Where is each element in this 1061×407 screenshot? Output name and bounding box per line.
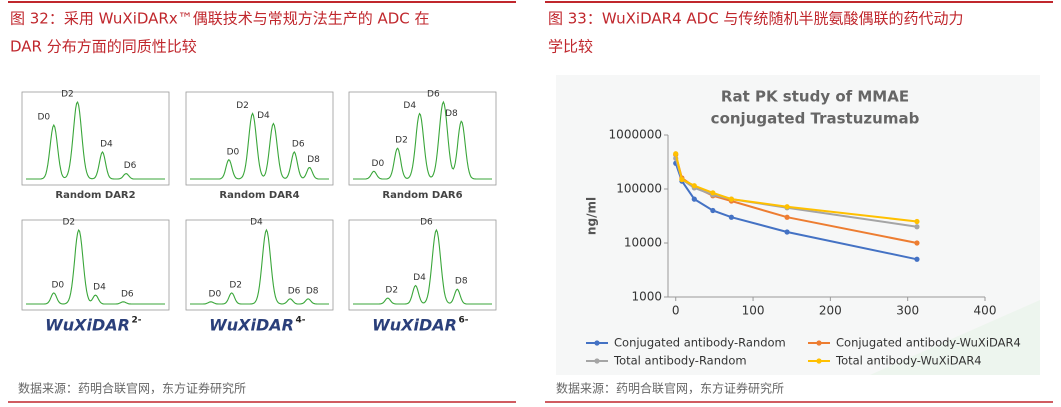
data-point (914, 256, 920, 262)
peak-label: D6 (121, 289, 134, 299)
chromatogram (26, 100, 165, 180)
data-point (679, 176, 685, 183)
logo: WuXiDAR (372, 316, 457, 335)
peak-label: D8 (307, 155, 320, 165)
x-tick-label: 400 (974, 304, 997, 318)
peak-label: D6 (420, 218, 433, 228)
x-tick-label: 300 (896, 304, 919, 318)
panel (185, 219, 334, 311)
y-tick-label: 10000 (624, 236, 662, 250)
chart-title: conjugated Trastuzumab (711, 110, 920, 128)
y-tick-label: 1000000 (609, 128, 662, 142)
panel (185, 91, 334, 186)
chromatogram (353, 228, 492, 305)
logo-superscript: 2- (132, 316, 142, 326)
peak-label: D2 (229, 280, 242, 290)
data-point (784, 214, 790, 220)
y-tick-label: 1000 (631, 290, 662, 304)
logo: WuXiDAR (45, 316, 130, 335)
legend-label: Total antibody-Random (613, 354, 747, 368)
chromatogram (353, 100, 492, 180)
peak-label: D0 (51, 280, 64, 290)
peak-label: D4 (93, 283, 106, 293)
peak-label: D2 (236, 101, 249, 111)
data-point (914, 240, 920, 246)
figure-title: 图 33：WuXiDAR4 ADC 与传统随机半胱氨酸偶联的药代动力 (548, 10, 963, 28)
chart-background (556, 75, 1040, 375)
chromatogram (26, 228, 165, 305)
logo-superscript: 6- (459, 316, 469, 326)
legend-marker (816, 340, 822, 346)
panel-caption: Random DAR2 (55, 190, 135, 201)
data-point (691, 183, 697, 189)
peak-label: D0 (372, 159, 385, 169)
x-tick-label: 0 (672, 304, 680, 318)
data-point (710, 190, 716, 196)
x-tick-label: 200 (819, 304, 842, 318)
peak-label: D2 (385, 286, 398, 296)
data-point (914, 224, 920, 230)
legend-label: Conjugated antibody-WuXiDAR4 (836, 336, 1021, 350)
peak-label: D4 (403, 101, 416, 111)
peak-label: D0 (209, 289, 222, 299)
panel (348, 91, 497, 186)
peak-label: D4 (413, 273, 426, 283)
peak-label: D8 (306, 286, 319, 296)
peak-label: D2 (61, 90, 74, 100)
legend-marker (594, 340, 600, 346)
peak-label: D2 (62, 218, 75, 228)
peak-label: D4 (257, 111, 270, 121)
y-axis-label: ng/ml (585, 197, 599, 235)
peak-label: D0 (227, 147, 240, 157)
panel (21, 219, 170, 311)
data-point (728, 196, 735, 202)
peak-label: D6 (124, 161, 137, 171)
legend-label: Conjugated antibody-Random (614, 336, 786, 350)
chart-title: Rat PK study of MMAE (721, 88, 909, 106)
peak-label: D8 (445, 109, 458, 119)
panel-caption: Random DAR4 (219, 190, 299, 201)
peak-label: D6 (427, 90, 440, 100)
panel-caption: Random DAR6 (382, 190, 462, 201)
peak-label: D0 (37, 113, 50, 123)
peak-label: D4 (100, 140, 113, 150)
peak-label: D4 (250, 218, 263, 228)
figure-title: 图 32：采用 WuXiDARx™偶联技术与常规方法生产的 ADC 在 (10, 10, 430, 28)
decoration (870, 300, 1040, 375)
data-point (710, 207, 716, 214)
x-tick-label: 100 (742, 304, 765, 318)
data-point (784, 229, 790, 235)
data-point (691, 196, 697, 202)
logo: WuXiDAR (209, 316, 294, 335)
legend-marker (816, 358, 822, 364)
source: 数据来源：药明合联官网，东方证券研究所 (556, 381, 784, 396)
panel (21, 91, 170, 186)
figure-title: DAR 分布方面的同质性比较 (10, 38, 197, 56)
peak-label: D2 (395, 136, 408, 146)
chromatogram (190, 112, 329, 180)
legend-label: Total antibody-WuXiDAR4 (835, 354, 982, 368)
data-point (728, 214, 735, 220)
panel (348, 219, 497, 311)
peak-label: D8 (455, 277, 468, 287)
chromatogram (190, 228, 329, 305)
figure-title: 学比较 (548, 38, 593, 56)
legend-marker (594, 358, 600, 364)
source: 数据来源：药明合联官网，东方证券研究所 (18, 381, 246, 396)
data-point (784, 204, 790, 210)
data-point (914, 218, 920, 225)
data-point (673, 151, 679, 157)
y-tick-label: 100000 (616, 182, 662, 196)
peak-label: D6 (288, 286, 301, 296)
peak-label: D6 (292, 140, 305, 150)
logo-superscript: 4- (296, 316, 306, 326)
